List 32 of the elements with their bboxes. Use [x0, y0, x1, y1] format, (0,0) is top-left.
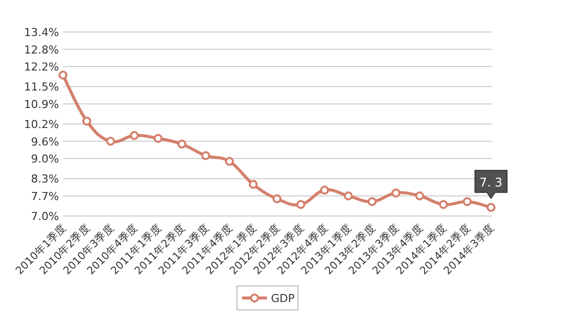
y-tick-label: 10.2% [24, 118, 59, 131]
point [296, 200, 306, 209]
y-tick-label: 13.4% [24, 26, 59, 39]
y-tick-label: 12.8% [24, 43, 59, 56]
y-tick-label: 9.0% [31, 152, 59, 166]
point [106, 136, 116, 146]
point [344, 191, 353, 200]
y-tick-label: 7.0% [31, 210, 59, 223]
y-tick-label: 7.7% [31, 190, 59, 203]
point [248, 180, 258, 189]
point [415, 191, 424, 200]
point [320, 186, 330, 195]
point [391, 188, 400, 198]
point [58, 70, 68, 80]
annotation: 7. 3 [480, 175, 502, 190]
y-tick-label: 8.3% [31, 172, 59, 186]
point [177, 140, 186, 149]
legend-label: GDP [271, 292, 295, 305]
point [201, 151, 210, 160]
y-tick-label: 12.2% [24, 60, 59, 74]
point [130, 131, 139, 140]
point [486, 202, 496, 212]
point [368, 197, 377, 206]
point [272, 194, 282, 204]
point [154, 134, 163, 143]
y-tick-label: 9.6% [31, 135, 59, 148]
point [462, 197, 472, 206]
point [438, 200, 448, 209]
point [82, 116, 92, 126]
point [224, 156, 234, 166]
y-tick-label: 11.5% [24, 80, 59, 94]
y-tick-label: 10.9% [24, 98, 59, 111]
